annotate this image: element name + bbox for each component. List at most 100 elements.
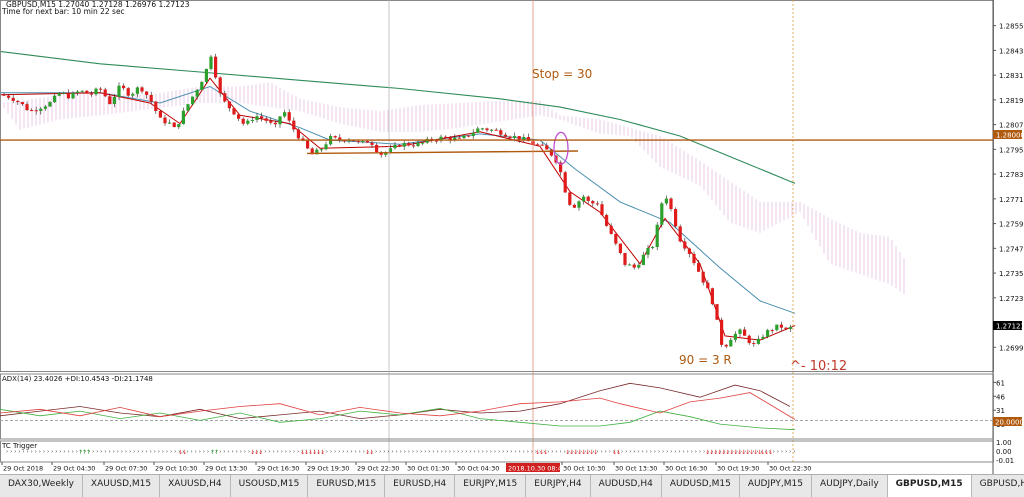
- candle-body: [416, 142, 420, 146]
- candle-body: [664, 198, 668, 204]
- tct-marker: ›: [605, 449, 607, 455]
- price-chart[interactable]: 1.28555 1.28435 1.28315 1.28195 1.28075 1.279…: [0, 0, 1024, 474]
- tct-marker: ›: [326, 449, 328, 455]
- tct-sell-arrow: ↓: [250, 449, 255, 456]
- time-tick-label: 29 Oct 04:30: [53, 465, 95, 473]
- tct-marker: ›: [642, 449, 644, 455]
- tct-marker: ›: [490, 449, 492, 455]
- tct-marker: ›: [375, 449, 377, 455]
- candle-body: [53, 95, 57, 103]
- tct-marker: ›: [588, 449, 590, 455]
- candle-body: [743, 329, 747, 336]
- candle-body: [384, 152, 388, 155]
- tct-marker: ›: [55, 449, 57, 455]
- tct-marker: ›: [203, 449, 205, 455]
- tct-marker: ›: [621, 449, 623, 455]
- tct-sell-arrow: ↓: [254, 449, 259, 456]
- candle-body: [513, 136, 517, 139]
- candle-body: [499, 130, 503, 135]
- chart-tab[interactable]: DAX30,Weekly: [0, 475, 83, 497]
- tct-marker: ›: [416, 449, 418, 455]
- candle-body: [338, 137, 342, 141]
- tct-marker: ›: [486, 449, 488, 455]
- tct-sell-arrow: ↓: [543, 449, 548, 456]
- tct-marker: ›: [207, 449, 209, 455]
- tct-sell-arrow: ↓: [768, 449, 773, 456]
- tct-sell-arrow: ↓: [745, 449, 750, 456]
- chart-tab[interactable]: GBPUSD,M15: [887, 475, 972, 497]
- candle-body: [517, 136, 521, 140]
- tct-marker: ›: [240, 449, 242, 455]
- tct-buy-arrow: ↑: [86, 449, 91, 456]
- candle-body: [618, 243, 622, 253]
- chart-tab[interactable]: GBPUSD,H4: [972, 475, 1024, 497]
- chart-tab[interactable]: XAUUSD,H4: [160, 475, 231, 497]
- time-tick-label: 29 Oct 19:30: [307, 465, 349, 473]
- y-tick-label: 1.27595: [999, 221, 1024, 229]
- tct-sell-arrow: ↓: [721, 449, 726, 456]
- adx-tick-label: 46: [996, 393, 1005, 401]
- candle-body: [324, 144, 328, 150]
- adx-tick-label: 61: [996, 379, 1005, 387]
- tct-marker: ›: [502, 449, 504, 455]
- tct-marker: ›: [334, 449, 336, 455]
- candle-body: [559, 162, 563, 173]
- tct-marker: ›: [584, 449, 586, 455]
- chart-tab[interactable]: EURJPY,M15: [455, 475, 527, 497]
- candle-body: [342, 140, 346, 142]
- tct-marker: ›: [662, 449, 664, 455]
- chart-tab[interactable]: AUDUSD,H4: [591, 475, 662, 497]
- candle-body: [232, 108, 236, 115]
- tct-marker: ›: [137, 449, 139, 455]
- tct-marker: ›: [322, 449, 324, 455]
- candle-body: [393, 144, 397, 149]
- tct-marker: ›: [625, 449, 627, 455]
- tct-sell-arrow: ↓: [320, 449, 325, 456]
- tct-marker: ›: [383, 449, 385, 455]
- minus-di-line: [0, 392, 796, 420]
- tct-marker: ›: [166, 449, 168, 455]
- chart-tab[interactable]: EURUSD,M15: [308, 475, 386, 497]
- time-tick-label: 30 Oct 16:30: [665, 465, 707, 473]
- plus-di-line: [0, 407, 796, 431]
- chart-tab[interactable]: EURUSD,H4: [385, 475, 456, 497]
- tct-marker: ›: [469, 449, 471, 455]
- tct-sell-arrow: ↓: [593, 449, 598, 456]
- y-tick-label: 1.28555: [999, 23, 1024, 31]
- chart-tab[interactable]: XAUUSD,M15: [83, 475, 161, 497]
- price-axis: 1.28555 1.28435 1.28315 1.28195 1.28075 1.279…: [0, 0, 1024, 474]
- tct-marker: ›: [752, 449, 754, 455]
- tct-marker: ›: [551, 449, 553, 455]
- candle-body: [687, 248, 691, 254]
- tct-marker: ›: [437, 449, 439, 455]
- candle-body: [761, 336, 765, 339]
- candle-body: [494, 129, 498, 131]
- tct-marker: ›: [412, 449, 414, 455]
- chart-tab[interactable]: EURJPY,H4: [526, 475, 591, 497]
- candle-body: [766, 330, 770, 337]
- tct-marker: ›: [654, 449, 656, 455]
- candle-body: [296, 129, 300, 139]
- candle-body: [71, 92, 75, 99]
- chart-tab[interactable]: USOUSD,M15: [231, 475, 309, 497]
- y-tick-label: 1.27715: [999, 196, 1024, 204]
- adx-frame: [0, 373, 994, 440]
- candle-body: [80, 90, 84, 92]
- candle-body: [733, 333, 737, 340]
- tct-marker: ›: [514, 449, 516, 455]
- adx-line: [0, 382, 791, 420]
- y-tick-label: 1.26995: [999, 344, 1024, 352]
- tct-marker: ›: [379, 449, 381, 455]
- candle-body: [549, 149, 553, 156]
- chart-tab[interactable]: AUDJPY,Daily: [812, 475, 888, 497]
- tct-marker: ›: [285, 449, 287, 455]
- candle-body: [651, 247, 655, 249]
- chart-tab[interactable]: AUDJPY,M15: [740, 475, 812, 497]
- candle-body: [191, 96, 195, 105]
- chart-tab[interactable]: AUDUSD,M15: [662, 475, 740, 497]
- tct-marker: ›: [244, 449, 246, 455]
- tct-marker: ›: [191, 449, 193, 455]
- candle-body: [269, 120, 273, 123]
- tct-buy-arrow: ↑: [82, 449, 87, 456]
- tct-sell-arrow: ↓: [753, 449, 758, 456]
